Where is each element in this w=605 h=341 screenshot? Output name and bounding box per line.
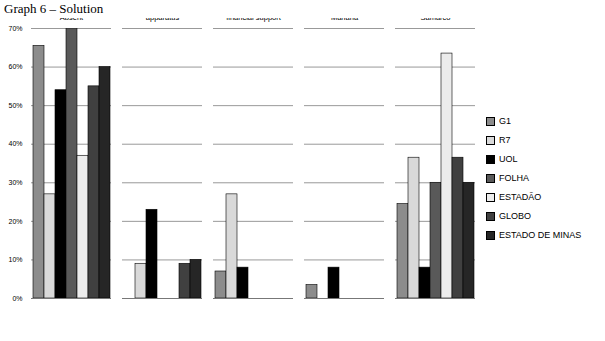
svg-text:Absent: Absent — [60, 18, 84, 22]
html-text:G1: G1 — [499, 116, 511, 126]
svg-text:10%: 10% — [8, 256, 22, 263]
svg-text:0%: 0% — [12, 295, 22, 302]
svg-text:Improving supervisionapparatus: Improving supervisionapparatus — [126, 18, 199, 22]
svg-text:Investing in othersources of i: Investing in othersources of income forM… — [309, 18, 381, 22]
html-text:UOL: UOL — [499, 154, 518, 164]
html-text:ESTADO DE MINAS: ESTADO DE MINAS — [499, 230, 582, 240]
svg-text:Providing victims withfinancia: Providing victims withfinancial support — [218, 18, 290, 22]
html-text:FOLHA: FOLHA — [499, 173, 529, 183]
svg-text:70%: 70% — [8, 25, 22, 32]
html-text:R7: R7 — [499, 135, 511, 145]
svg-text:30%: 30% — [8, 179, 22, 186]
svg-text:40%: 40% — [8, 140, 22, 147]
html-text:ESTADÃO: ESTADÃO — [499, 192, 542, 202]
html-text:Graph 6 – Solution: Graph 6 – Solution — [4, 1, 104, 16]
svg-text:Demandingreparations fromSamar: Demandingreparations fromSamarco — [408, 18, 463, 22]
svg-text:20%: 20% — [8, 218, 22, 225]
svg-text:60%: 60% — [8, 63, 22, 70]
svg-text:50%: 50% — [8, 102, 22, 109]
html-text:GLOBO: GLOBO — [499, 211, 531, 221]
